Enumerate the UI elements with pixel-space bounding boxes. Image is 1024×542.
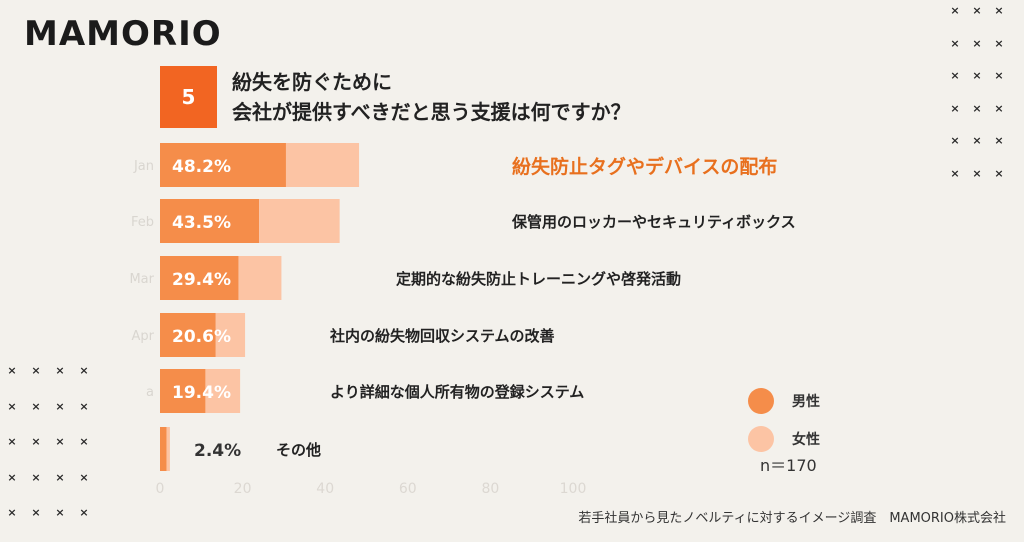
decorative-dots-bottom-left: × × × × × × × × × × × × × × × × × × × ×: [0, 364, 96, 542]
decorative-dot: ×: [994, 4, 1004, 17]
bar-value-label: 20.6%: [172, 327, 231, 347]
mamorio-logo: MAMORIO: [24, 14, 222, 54]
decorative-dot: ×: [972, 4, 982, 17]
decorative-dot: ×: [55, 399, 65, 413]
sample-size: n＝170: [760, 456, 817, 475]
x-tick-label: 40: [316, 481, 334, 497]
legend-swatch-male: [748, 388, 774, 414]
legend-item-male: 男性: [748, 382, 878, 420]
x-tick-label: 80: [481, 481, 499, 497]
bar-value-label: 29.4%: [172, 270, 231, 290]
bar-value-label: 2.4%: [194, 441, 241, 461]
bar-category-label: 社内の紛失物回収システムの改善: [329, 327, 555, 345]
footer-source: 若手社員から見たノベルティに対するイメージ調査 MAMORIO株式会社: [578, 511, 1006, 526]
legend-label-male: 男性: [792, 394, 820, 410]
bar-category-label: 紛失防止タグやデバイスの配布: [512, 155, 777, 178]
decorative-dot: ×: [994, 166, 1004, 180]
bar-segment-female: [259, 199, 340, 243]
decorative-dot: ×: [994, 36, 1004, 50]
decorative-dot: ×: [7, 506, 17, 519]
bar-segment-male: [160, 256, 239, 300]
y-tick-label: Apr: [132, 329, 155, 344]
legend-label-female: 女性: [792, 432, 820, 448]
decorative-dot: ×: [79, 435, 89, 448]
decorative-dot: ×: [31, 506, 41, 519]
bar-segment-female: [166, 427, 170, 471]
decorative-dot: ×: [950, 166, 960, 180]
decorative-dot: ×: [7, 399, 17, 413]
decorative-dot: ×: [55, 506, 65, 519]
decorative-dot: ×: [950, 36, 960, 50]
legend-swatch-female: [748, 426, 774, 452]
decorative-dot: ×: [950, 101, 960, 115]
bar-segment-female: [238, 256, 282, 300]
decorative-dot: ×: [994, 101, 1004, 115]
chart-legend: 男性 女性: [748, 382, 878, 458]
bar-segment-female: [215, 313, 246, 357]
bar-category-label: その他: [276, 441, 321, 459]
decorative-dot: ×: [31, 470, 41, 484]
bar-value-label: 43.5%: [172, 213, 231, 233]
decorative-dot: ×: [950, 4, 960, 17]
bar-value-label: 19.4%: [172, 383, 231, 403]
decorative-dot: ×: [31, 364, 41, 377]
decorative-dot: ×: [972, 36, 982, 50]
decorative-dot: ×: [55, 470, 65, 484]
decorative-dot: ×: [7, 364, 17, 377]
bar-segment-male: [160, 313, 216, 357]
decorative-dot: ×: [7, 435, 17, 448]
decorative-dots-top-right: × × × × × × × × × × × × × × × × × ×: [944, 4, 1010, 199]
bar-category-label: 定期的な紛失防止トレーニングや啓発活動: [396, 270, 681, 288]
bar-segment-male: [160, 199, 260, 243]
decorative-dot: ×: [55, 364, 65, 377]
bar-segment-male: [160, 369, 206, 413]
question-line-1: 紛失を防ぐために: [232, 70, 392, 94]
bar-segment-male: [160, 427, 167, 471]
question-title: 紛失を防ぐために 会社が提供すべきだと思う支援は何ですか？: [232, 67, 631, 127]
bar-segment-female: [205, 369, 241, 413]
y-tick-label: Jan: [133, 159, 154, 174]
decorative-dot: ×: [994, 69, 1004, 82]
decorative-dot: ×: [31, 435, 41, 448]
x-tick-label: 0: [156, 481, 165, 497]
y-tick-label: a: [146, 385, 154, 400]
decorative-dot: ×: [79, 364, 89, 377]
decorative-dot: ×: [950, 69, 960, 82]
legend-item-female: 女性: [748, 420, 878, 458]
decorative-dot: ×: [79, 399, 89, 413]
bar-category-label: より詳細な個人所有物の登録システム: [330, 383, 584, 401]
decorative-dot: ×: [950, 134, 960, 147]
decorative-dot: ×: [7, 470, 17, 484]
bar-segment-female: [285, 143, 360, 187]
decorative-dot: ×: [31, 399, 41, 413]
bar-segment-male: [160, 143, 286, 187]
y-tick-label: Mar: [129, 272, 154, 287]
x-tick-label: 100: [560, 481, 587, 497]
y-tick-label: Feb: [131, 215, 154, 230]
decorative-dot: ×: [972, 166, 982, 180]
bar-category-label: 保管用のロッカーやセキュリティボックス: [511, 213, 796, 231]
decorative-dot: ×: [79, 470, 89, 484]
decorative-dot: ×: [972, 101, 982, 115]
question-number-badge: 5: [160, 66, 217, 128]
decorative-dot: ×: [972, 134, 982, 147]
bar-value-label: 48.2%: [172, 157, 231, 177]
decorative-dot: ×: [994, 134, 1004, 147]
x-tick-label: 20: [234, 481, 252, 497]
question-line-2: 会社が提供すべきだと思う支援は何ですか？: [232, 100, 631, 124]
decorative-dot: ×: [55, 435, 65, 448]
x-tick-label: 60: [399, 481, 417, 497]
decorative-dot: ×: [79, 506, 89, 519]
decorative-dot: ×: [972, 69, 982, 82]
